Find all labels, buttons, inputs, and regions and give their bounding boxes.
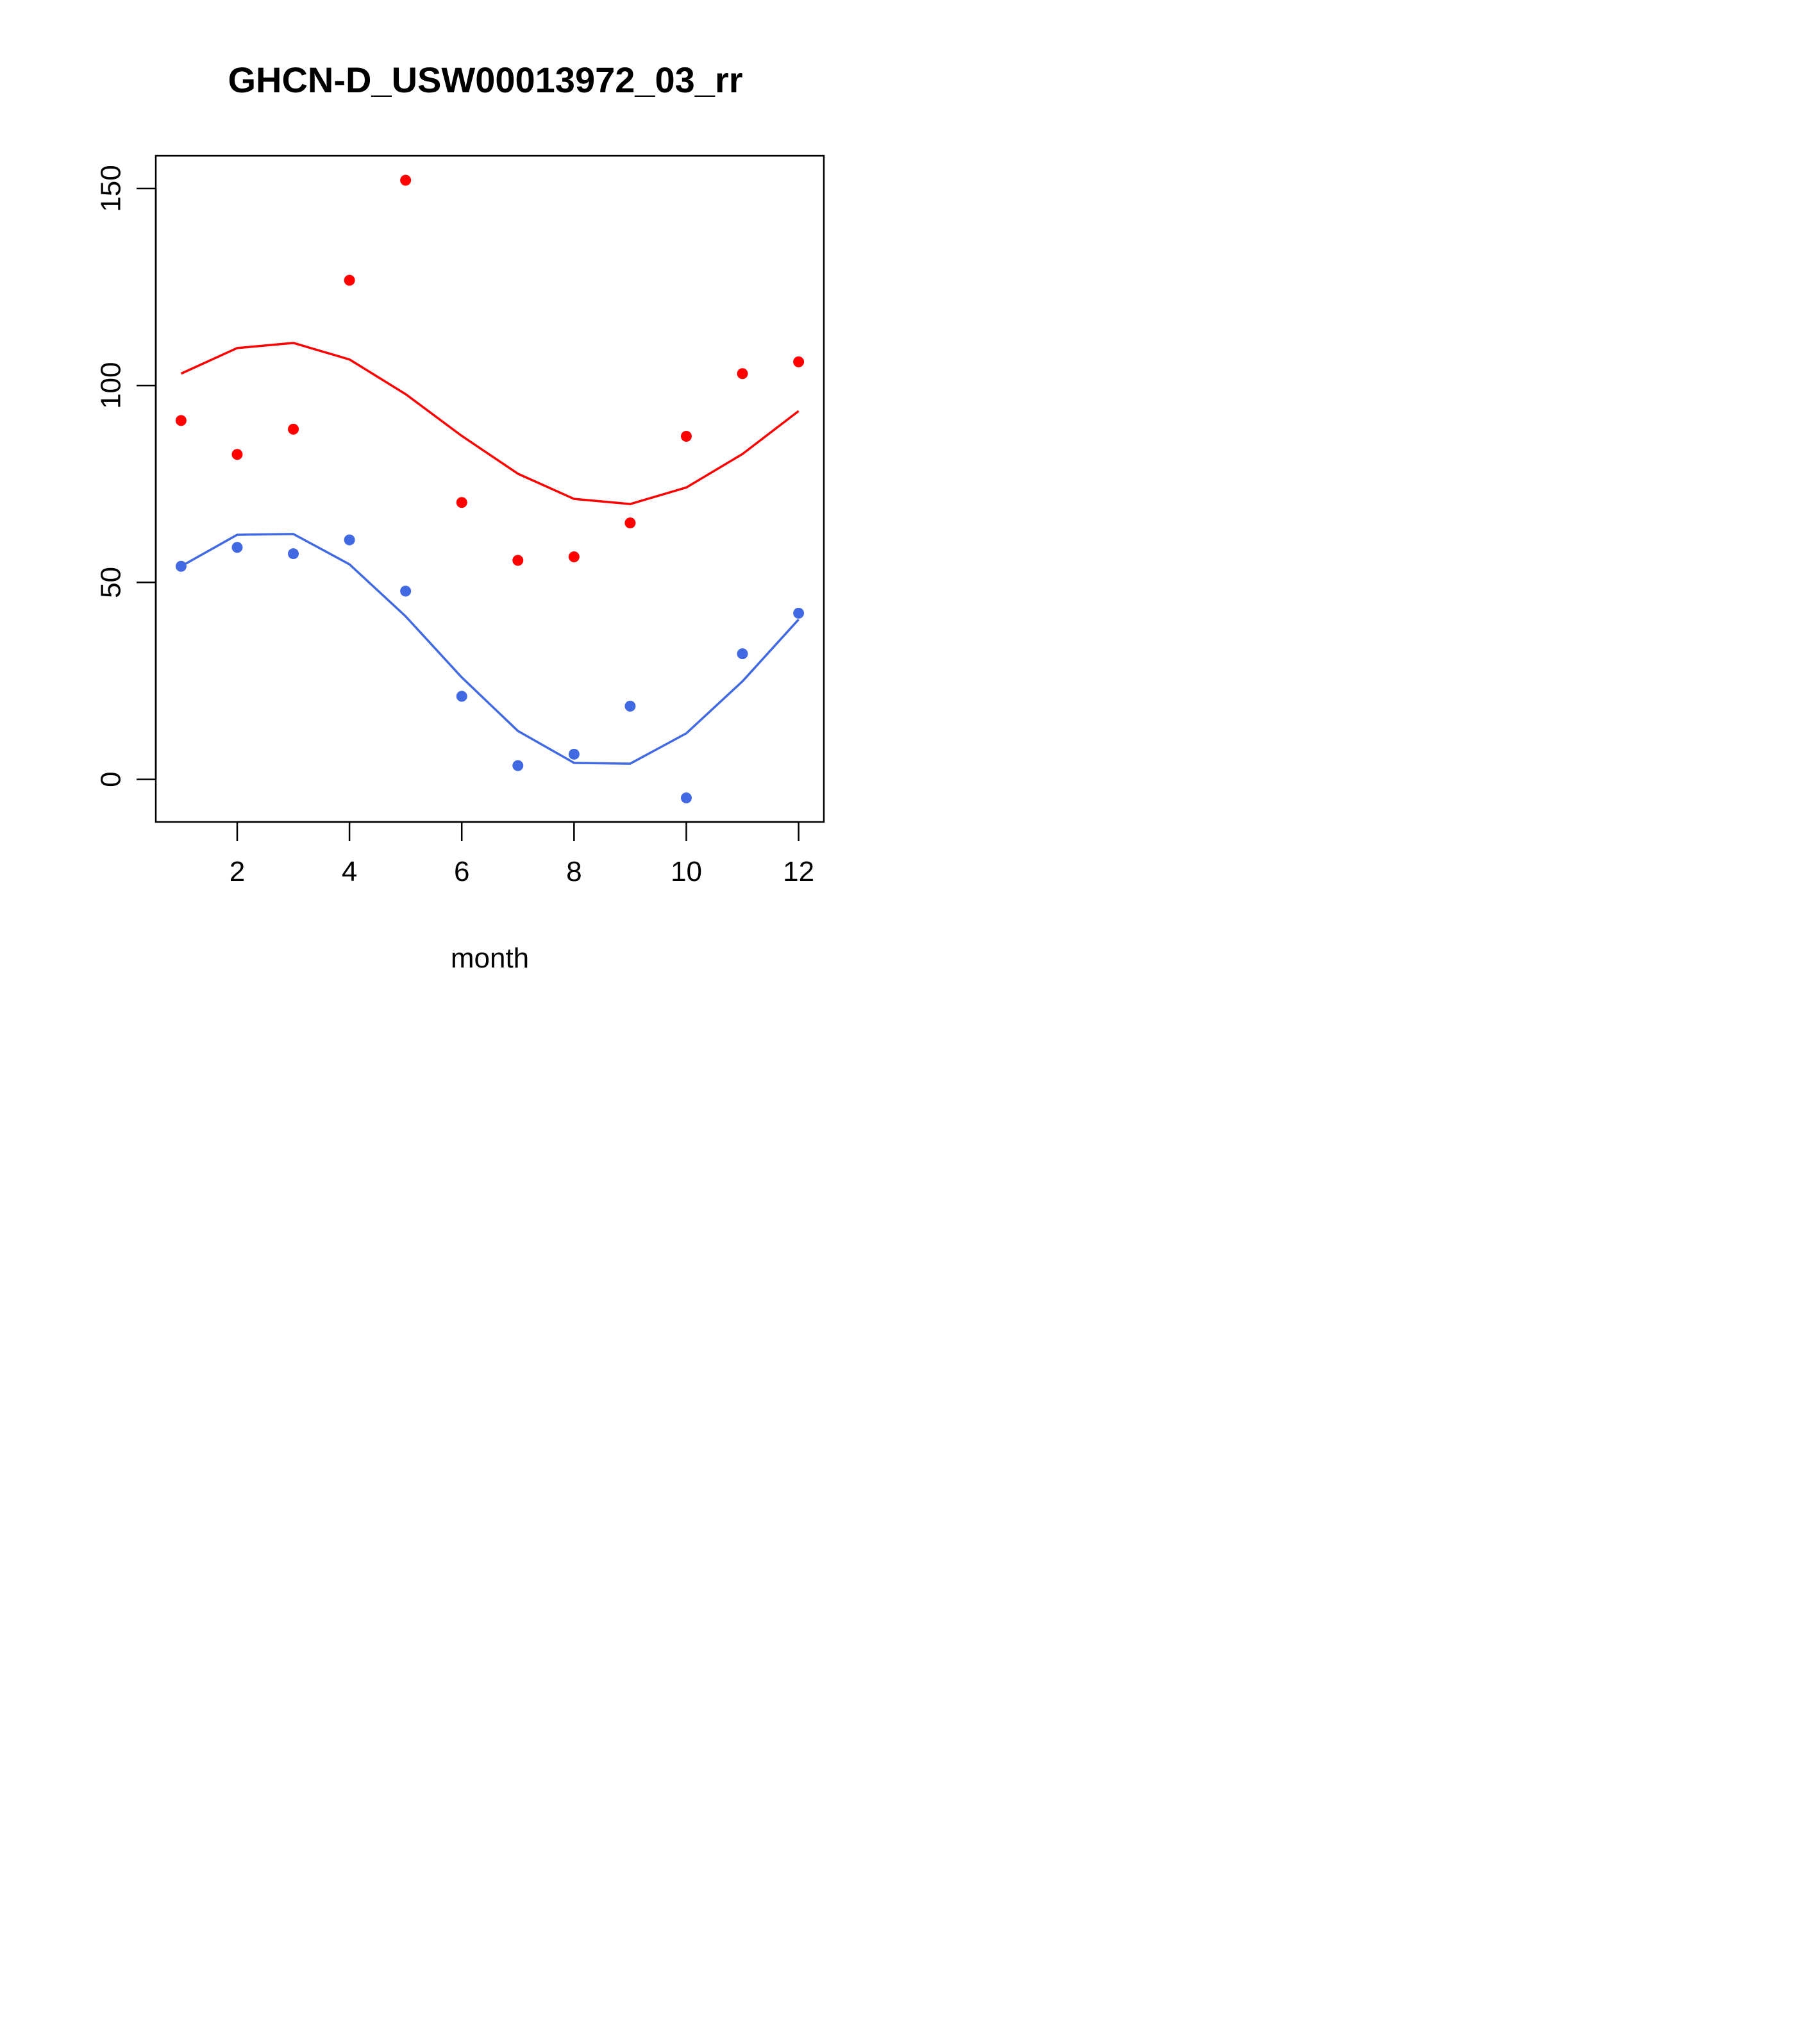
- series-2-point: [288, 548, 299, 560]
- series-2-point: [400, 585, 412, 597]
- chart-title: GHCN-D_USW00013972_03_rr: [228, 60, 742, 100]
- series-2-point: [680, 792, 692, 804]
- x-tick-label: 6: [454, 856, 469, 887]
- plot-frame: [155, 155, 825, 823]
- y-tick-label: 150: [96, 165, 127, 212]
- x-tick-label: 12: [783, 856, 814, 887]
- series-1-point: [400, 174, 412, 186]
- series-1-point: [568, 551, 580, 562]
- x-tick-label: 2: [230, 856, 245, 887]
- series-1-point: [288, 423, 299, 435]
- series-2-point: [737, 648, 748, 660]
- series-2-point: [231, 542, 243, 553]
- x-tick-label: 8: [566, 856, 582, 887]
- series-2-point: [512, 760, 524, 771]
- series-2-point: [456, 691, 467, 702]
- series-1-point: [175, 415, 187, 426]
- series-1-fit-line: [180, 342, 800, 505]
- series-1-point: [680, 430, 692, 442]
- series-1-point: [512, 555, 524, 566]
- series-1-point: [624, 517, 636, 529]
- chart: GHCN-D_USW00013972_03_rr 2 4 6 8 10 12 0 50 100…: [96, 60, 825, 974]
- series-2-point: [344, 534, 355, 546]
- x-tick-label: 10: [671, 856, 702, 887]
- series-2-point: [175, 560, 187, 572]
- y-tick-label: 100: [96, 362, 127, 409]
- series-1-point: [456, 497, 467, 508]
- series-2-point: [793, 607, 805, 619]
- x-tick-label: 4: [342, 856, 357, 887]
- y-axis: 0 50 100 150: [96, 165, 157, 787]
- series-1-point: [344, 274, 355, 286]
- y-tick-label: 50: [96, 567, 127, 598]
- series-1-point: [793, 356, 805, 367]
- series-layer: [175, 174, 805, 804]
- x-axis: 2 4 6 8 10 12: [230, 821, 814, 887]
- series-2-point: [624, 700, 636, 712]
- y-tick-label: 0: [96, 771, 127, 787]
- series-1-point: [231, 449, 243, 460]
- series-2-fit-line: [180, 533, 800, 765]
- x-axis-title: month: [451, 942, 529, 974]
- series-1-point: [737, 368, 748, 380]
- series-2-point: [568, 748, 580, 760]
